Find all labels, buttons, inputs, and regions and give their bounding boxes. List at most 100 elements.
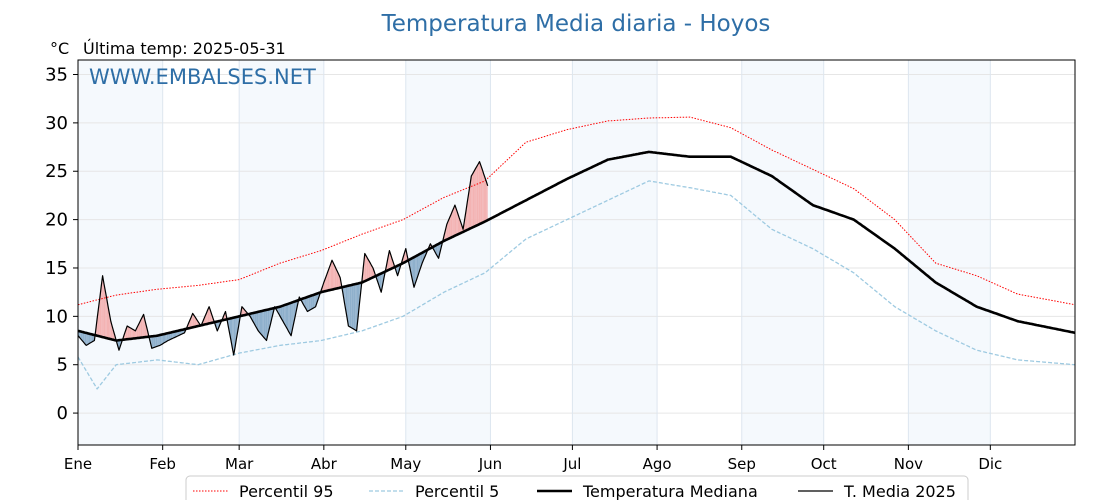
warm-anomaly-fill xyxy=(337,271,339,289)
x-tick-label-Nov: Nov xyxy=(894,455,923,473)
warm-anomaly-fill xyxy=(129,327,132,339)
warm-anomaly-fill xyxy=(327,267,330,291)
cold-anomaly-fill xyxy=(344,286,346,310)
cold-anomaly-fill xyxy=(349,285,352,328)
x-tick-label-Jun: Jun xyxy=(478,455,502,473)
warm-anomaly-fill xyxy=(329,263,331,291)
warm-anomaly-fill xyxy=(330,260,332,290)
series-line-median xyxy=(77,150,1076,342)
cold-anomaly-fill xyxy=(284,304,286,326)
month-band-Mar xyxy=(239,60,324,445)
warm-anomaly-fill xyxy=(460,221,462,234)
cold-anomaly-fill xyxy=(254,312,256,326)
month-band-May xyxy=(405,60,491,445)
warm-anomaly-fill xyxy=(101,275,103,338)
legend: Percentil 95 Percentil 5 Temperatura Media… xyxy=(185,475,969,500)
cold-anomaly-fill xyxy=(217,321,219,331)
y-tick-label: 10 xyxy=(45,306,68,327)
cold-anomaly-fill xyxy=(158,335,160,346)
cold-anomaly-fill xyxy=(151,336,154,349)
cold-anomaly-fill xyxy=(265,309,267,341)
x-tick-label-Feb: Feb xyxy=(149,455,176,473)
cold-anomaly-fill xyxy=(82,331,84,343)
warm-anomaly-fill xyxy=(139,319,141,338)
cold-anomaly-fill xyxy=(416,255,419,280)
warm-anomaly-fill xyxy=(454,205,457,236)
cold-anomaly-fill xyxy=(352,284,354,330)
y-axis-ticks: 0 5 10 15 20 25 30 35 xyxy=(45,65,78,424)
warm-anomaly-fill xyxy=(132,329,134,339)
cold-anomaly-fill xyxy=(91,334,93,343)
plot-frame xyxy=(77,59,1076,446)
cold-anomaly-fill xyxy=(355,283,357,331)
warm-anomaly-fill xyxy=(366,255,368,281)
warm-anomaly-fill xyxy=(128,326,130,340)
cold-anomaly-fill xyxy=(415,255,417,284)
warm-anomaly-fill xyxy=(333,263,335,290)
warm-anomaly-fill xyxy=(450,211,453,238)
x-tick-label-May: May xyxy=(390,455,421,473)
legend-label-p5: Percentil 5 xyxy=(415,482,499,500)
warm-anomaly-fill xyxy=(370,263,372,279)
y-tick-label: 15 xyxy=(45,258,68,279)
cold-anomaly-fill xyxy=(306,297,308,312)
month-band-Sep xyxy=(741,60,824,445)
month-bands xyxy=(78,60,991,445)
cold-anomaly-fill xyxy=(88,333,91,344)
warm-anomaly-fill xyxy=(194,315,196,327)
warm-anomaly-fill xyxy=(482,169,484,223)
warm-anomaly-fill xyxy=(388,250,390,271)
warm-anomaly-fill xyxy=(468,184,470,230)
warm-anomaly-fill xyxy=(483,173,485,223)
cold-anomaly-fill xyxy=(165,333,167,343)
warm-anomaly-fill xyxy=(479,161,481,225)
warm-anomaly-fill xyxy=(332,260,334,290)
warm-anomaly-fill xyxy=(134,330,136,339)
cold-anomaly-fill xyxy=(159,334,162,346)
cold-anomaly-fill xyxy=(280,306,282,319)
warm-anomaly-fill xyxy=(131,328,133,339)
cold-anomaly-fill xyxy=(414,256,416,288)
warm-anomaly-fill xyxy=(127,326,129,340)
cold-anomaly-fill xyxy=(353,284,356,330)
warm-anomaly-fill xyxy=(448,218,450,239)
cold-anomaly-fill xyxy=(307,296,309,312)
cold-anomaly-fill xyxy=(153,336,155,348)
warm-anomaly-fill xyxy=(142,314,144,338)
cold-anomaly-fill xyxy=(87,333,89,345)
x-tick-label-Abr: Abr xyxy=(311,455,338,473)
cold-anomaly-fill xyxy=(418,254,420,276)
x-tick-label-Dic: Dic xyxy=(978,455,1002,473)
warm-anomaly-fill xyxy=(140,317,143,338)
warm-anomaly-fill xyxy=(457,213,459,235)
cold-anomaly-fill xyxy=(166,333,169,342)
warm-anomaly-fill xyxy=(452,208,454,237)
cold-anomaly-fill xyxy=(157,335,159,347)
cold-anomaly-fill xyxy=(255,312,257,329)
cold-anomaly-fill xyxy=(90,334,92,343)
cold-anomaly-fill xyxy=(351,284,353,329)
warm-anomaly-fill xyxy=(105,290,107,339)
cold-anomaly-fill xyxy=(154,335,156,348)
warm-anomaly-fill xyxy=(486,181,488,221)
x-tick-label-Oct: Oct xyxy=(811,455,837,473)
warm-anomaly-fill xyxy=(368,260,371,280)
warm-anomaly-fill xyxy=(138,322,140,338)
cold-anomaly-fill xyxy=(259,311,261,335)
cold-anomaly-fill xyxy=(312,294,315,309)
warm-anomaly-fill xyxy=(475,166,477,227)
cold-anomaly-fill xyxy=(287,303,289,331)
warm-anomaly-fill xyxy=(326,271,328,291)
last-temp-label: Última temp: 2025-05-31 xyxy=(83,39,286,58)
cold-anomaly-fill xyxy=(381,272,383,293)
cold-anomaly-fill xyxy=(80,331,83,341)
x-tick-label-Ago: Ago xyxy=(643,455,672,473)
warm-anomaly-fill xyxy=(470,176,472,229)
cold-anomaly-fill xyxy=(308,296,311,311)
warm-anomaly-fill xyxy=(480,165,483,224)
warm-anomaly-fill xyxy=(485,177,487,222)
warm-anomaly-fill xyxy=(456,209,458,236)
warm-anomaly-fill xyxy=(474,168,476,227)
cold-anomaly-fill xyxy=(169,332,171,340)
